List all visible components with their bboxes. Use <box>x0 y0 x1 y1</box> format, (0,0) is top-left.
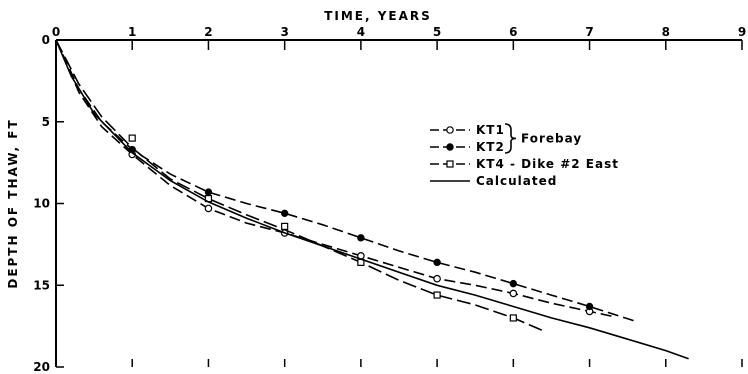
data-point <box>509 289 518 298</box>
data-point <box>433 258 441 267</box>
data-point <box>509 279 518 288</box>
axes <box>55 39 742 367</box>
data-point <box>281 222 289 230</box>
y-tick-label: 20 <box>33 360 50 374</box>
data-point <box>280 209 289 218</box>
series-line <box>55 39 545 332</box>
legend-brace <box>504 123 517 154</box>
legend-marker <box>446 160 454 168</box>
series-line <box>55 39 689 360</box>
series-4 <box>55 39 689 360</box>
y-tick-label: 15 <box>33 278 50 292</box>
data-point <box>128 134 136 142</box>
x-tick-label: 6 <box>509 25 517 39</box>
x-tick-label: 9 <box>738 25 746 39</box>
legend: KT1 KT2 KT4 - Dike #2 East Calculated Foreba… <box>430 123 619 188</box>
x-tick-label: 8 <box>662 25 670 39</box>
legend-group-label: Forebay <box>521 132 582 146</box>
x-axis-ticks: 0 1 2 3 4 5 6 7 8 9 <box>52 25 746 367</box>
legend-label: Calculated <box>476 174 557 188</box>
series-1 <box>55 39 613 318</box>
legend-label: KT4 - Dike #2 East <box>476 157 619 171</box>
x-tick-label: 1 <box>128 25 136 39</box>
legend-label: KT2 <box>476 140 505 154</box>
legend-marker <box>446 143 454 151</box>
data-point <box>204 204 213 213</box>
y-axis-ticks: 0 5 10 15 20 <box>33 33 64 374</box>
data-point <box>357 234 365 242</box>
data-point <box>509 314 517 322</box>
x-tick-label: 5 <box>433 25 441 39</box>
legend-label: KT1 <box>476 123 505 137</box>
y-tick-label: 5 <box>42 115 50 129</box>
data-point <box>585 302 594 311</box>
y-tick-label: 10 <box>33 197 50 211</box>
series-3 <box>55 39 545 332</box>
y-axis-title: DEPTH OF THAW, FT <box>6 118 20 288</box>
data-point <box>433 274 441 283</box>
series-line <box>55 39 636 322</box>
y-tick-label: 0 <box>42 33 50 47</box>
series-layer <box>55 39 689 360</box>
series-line <box>55 39 613 318</box>
x-tick-label: 3 <box>280 25 288 39</box>
x-axis-title: TIME, YEARS <box>324 9 432 23</box>
data-point <box>204 188 213 196</box>
x-tick-label: 0 <box>52 25 60 39</box>
x-tick-label: 2 <box>204 25 212 39</box>
series-2 <box>55 39 636 322</box>
x-tick-label: 4 <box>357 25 365 39</box>
x-tick-label: 7 <box>585 25 593 39</box>
legend-marker <box>446 126 454 134</box>
data-point <box>433 291 441 299</box>
